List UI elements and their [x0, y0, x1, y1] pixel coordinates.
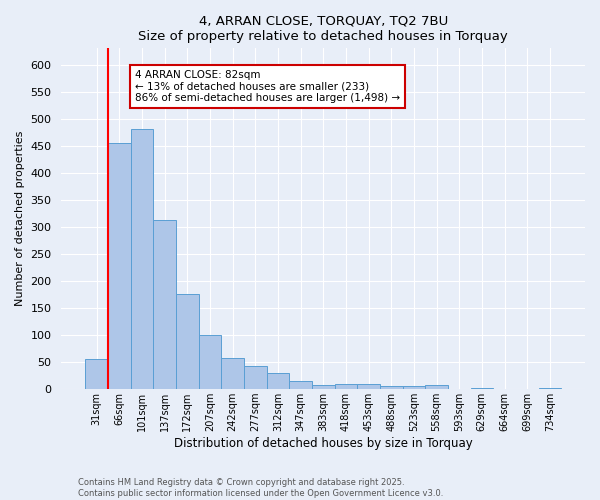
Bar: [470, 388, 493, 389]
Bar: [153, 220, 176, 389]
Bar: [244, 366, 266, 389]
Bar: [289, 381, 312, 389]
Bar: [221, 358, 244, 389]
Y-axis label: Number of detached properties: Number of detached properties: [15, 131, 25, 306]
Bar: [85, 360, 108, 389]
Bar: [199, 335, 221, 389]
Text: Contains HM Land Registry data © Crown copyright and database right 2025.
Contai: Contains HM Land Registry data © Crown c…: [78, 478, 443, 498]
Bar: [131, 130, 153, 389]
Bar: [403, 386, 425, 389]
Bar: [312, 385, 335, 389]
Bar: [176, 294, 199, 389]
Bar: [539, 388, 561, 389]
Title: 4, ARRAN CLOSE, TORQUAY, TQ2 7BU
Size of property relative to detached houses in: 4, ARRAN CLOSE, TORQUAY, TQ2 7BU Size of…: [139, 15, 508, 43]
Bar: [266, 373, 289, 389]
Bar: [108, 143, 131, 389]
Bar: [425, 385, 448, 389]
Text: 4 ARRAN CLOSE: 82sqm
← 13% of detached houses are smaller (233)
86% of semi-deta: 4 ARRAN CLOSE: 82sqm ← 13% of detached h…: [135, 70, 400, 103]
X-axis label: Distribution of detached houses by size in Torquay: Distribution of detached houses by size …: [174, 437, 473, 450]
Bar: [357, 384, 380, 389]
Bar: [335, 384, 357, 389]
Bar: [380, 386, 403, 389]
